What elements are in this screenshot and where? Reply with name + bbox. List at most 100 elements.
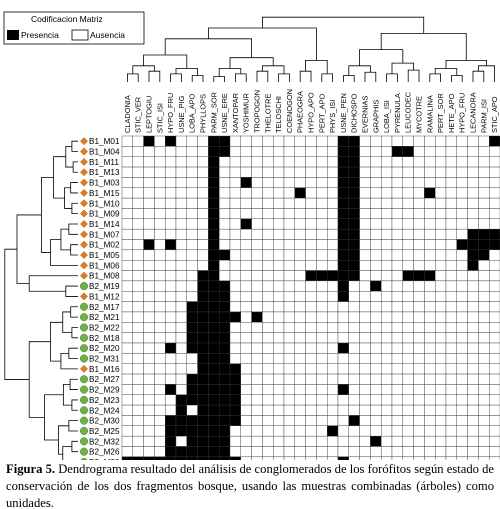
matrix-cell (197, 197, 209, 209)
matrix-cell (478, 197, 490, 209)
matrix-cell (294, 446, 306, 458)
matrix-cell (424, 280, 436, 292)
dendrogram-link (148, 70, 161, 82)
matrix-cell (143, 342, 155, 354)
matrix-cell (208, 228, 220, 240)
matrix-cell (186, 166, 198, 178)
matrix-cell (229, 228, 242, 240)
matrix-cell (445, 260, 458, 271)
matrix-cell (435, 249, 447, 261)
matrix-cell (445, 415, 458, 427)
matrix-cell (348, 218, 360, 230)
matrix-cell (359, 394, 371, 406)
matrix-cell (273, 228, 285, 240)
matrix-cell (229, 373, 242, 385)
matrix-cell (121, 456, 134, 460)
matrix-cell (251, 301, 263, 313)
matrix-cell (186, 239, 198, 251)
matrix-cell (359, 456, 371, 460)
matrix-cell (413, 435, 425, 447)
matrix-cell (154, 156, 166, 168)
matrix-cell (175, 146, 188, 157)
matrix-cell (456, 280, 468, 292)
matrix-cell (154, 135, 166, 147)
matrix-cell (391, 322, 404, 333)
b1-diamond-marker (80, 261, 88, 270)
row-label: B1_M16 (89, 365, 120, 374)
matrix-cell (381, 166, 393, 178)
matrix-cell (197, 332, 209, 344)
matrix-cell (305, 146, 317, 157)
matrix-cell (337, 218, 350, 230)
matrix-cell (132, 322, 144, 333)
matrix-cell (240, 301, 252, 313)
matrix-cell (132, 342, 144, 354)
matrix-cell (413, 270, 425, 282)
matrix-cell (121, 208, 134, 219)
matrix-cell (456, 415, 468, 427)
matrix-cell (370, 353, 382, 364)
matrix-cell (305, 425, 317, 437)
matrix-cell (154, 425, 166, 437)
dendrogram-link (53, 156, 66, 199)
matrix-cell (273, 301, 285, 313)
matrix-cell (467, 260, 479, 271)
matrix-cell (294, 208, 306, 219)
matrix-cell (445, 435, 458, 447)
matrix-cell (121, 166, 134, 178)
matrix-cell (413, 404, 425, 416)
matrix-cell (327, 311, 339, 323)
matrix-cell (467, 404, 479, 416)
matrix-cell (402, 239, 414, 251)
column-label: HYPO_APO (307, 92, 316, 133)
matrix-cell (489, 373, 500, 385)
matrix-cell (424, 332, 436, 344)
matrix-cell (121, 177, 134, 188)
matrix-cell (240, 260, 252, 271)
matrix-cell (456, 342, 468, 354)
matrix-cell (370, 456, 382, 460)
matrix-cell (359, 301, 371, 313)
dendrogram-link (71, 399, 78, 411)
matrix-cell (413, 322, 425, 333)
matrix-cell (294, 146, 306, 157)
matrix-cell (316, 208, 328, 219)
matrix-cell (132, 156, 144, 168)
b2-circle-marker (79, 323, 89, 332)
matrix-cell (164, 187, 177, 199)
matrix-cell (175, 177, 188, 188)
matrix-cell (445, 177, 458, 188)
dendrogram-link (299, 70, 312, 82)
matrix-cell (143, 156, 155, 168)
matrix-cell (359, 384, 371, 395)
b1-diamond-marker (80, 230, 88, 239)
matrix-cell (251, 311, 263, 323)
matrix-cell (327, 218, 339, 230)
matrix-cell (381, 270, 393, 282)
b1-diamond-marker (80, 147, 88, 156)
matrix-cell (218, 146, 231, 157)
matrix-cell (294, 249, 306, 261)
legend: Codificacion Matriz Presencia Ausencia (3, 11, 145, 45)
matrix-cell (478, 249, 490, 261)
matrix-cell (327, 342, 339, 354)
matrix-cell (175, 322, 188, 333)
matrix-cell (283, 156, 296, 168)
matrix-cell (413, 446, 425, 458)
row-label: B2_M20 (89, 344, 120, 353)
matrix-cell (316, 415, 328, 427)
matrix-cell (164, 301, 177, 313)
matrix-cell (445, 208, 458, 219)
matrix-cell (175, 187, 188, 199)
matrix-cell (391, 280, 404, 292)
matrix-cell (229, 456, 242, 460)
matrix-cell (175, 425, 188, 437)
matrix-cell (208, 394, 220, 406)
matrix-cell (132, 249, 144, 261)
matrix-cell (197, 156, 209, 168)
matrix-cell (175, 197, 188, 209)
matrix-cell (489, 291, 500, 302)
matrix-cell (445, 353, 458, 364)
matrix-cell (424, 218, 436, 230)
dendrogram-link (68, 347, 78, 359)
